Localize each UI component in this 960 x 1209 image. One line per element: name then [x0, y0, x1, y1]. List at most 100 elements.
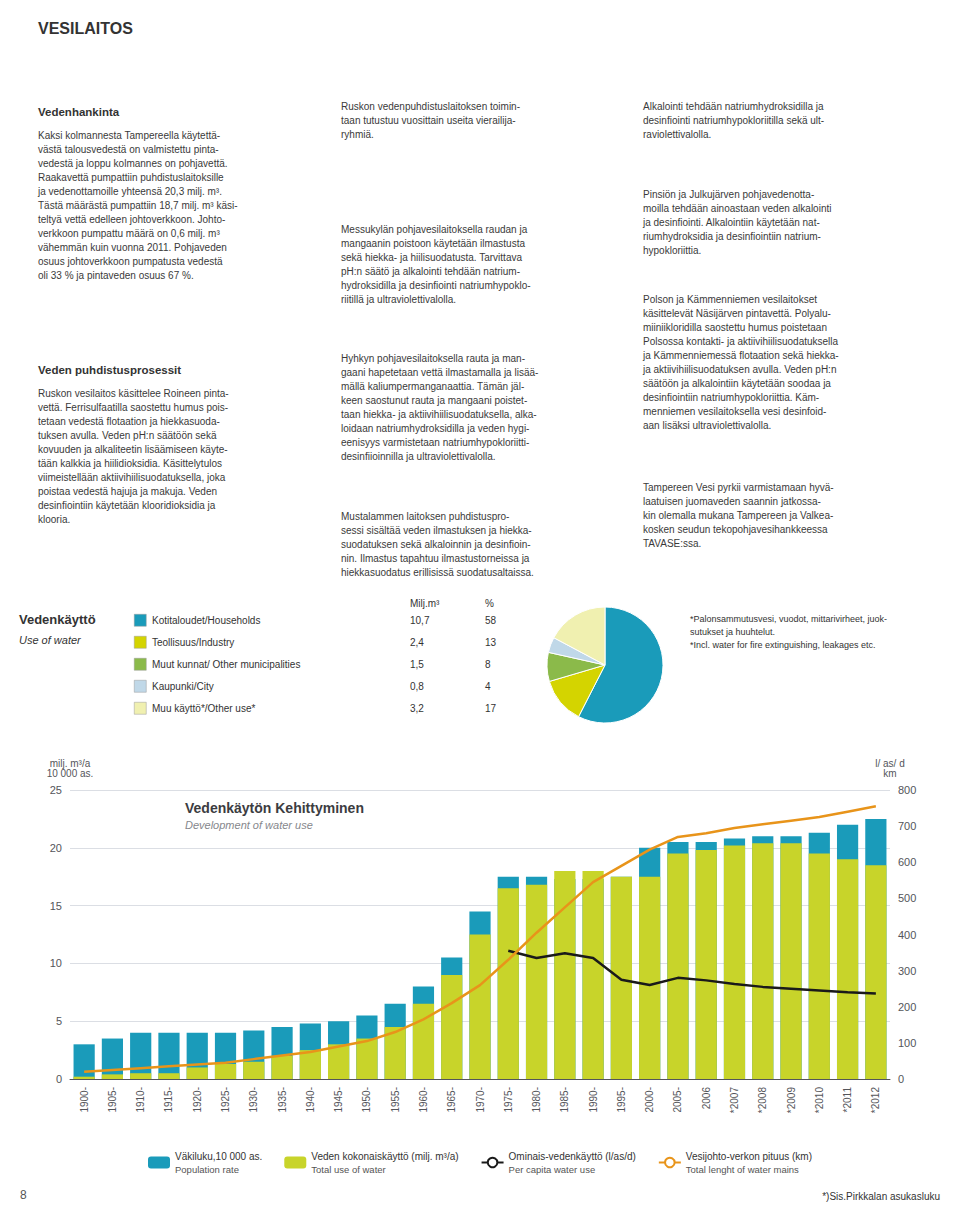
svg-text:aan lisäksi ultraviolettivalol: aan lisäksi ultraviolettivalolla. [643, 420, 771, 431]
svg-text:Kaupunki/City: Kaupunki/City [152, 681, 214, 692]
svg-text:kin olemalla mukana Tampereen: kin olemalla mukana Tampereen ja Valkea- [643, 510, 833, 521]
svg-text:Mustalammen laitoksen puhdistu: Mustalammen laitoksen puhdistuspro- [341, 511, 509, 522]
svg-text:Alkalointi tehdään natriumhydr: Alkalointi tehdään natriumhydroksidilla … [643, 101, 824, 112]
svg-text:Veden kokonaiskäyttö (milj. m³: Veden kokonaiskäyttö (milj. m³/a) [311, 1151, 458, 1162]
svg-text:13: 13 [485, 637, 497, 648]
svg-text:1910-: 1910- [135, 1087, 146, 1113]
svg-text:vedestä ja loppu kolmannes on: vedestä ja loppu kolmannes on pohjavettä… [38, 158, 228, 169]
svg-text:Kaksi kolmannesta Tampereella: Kaksi kolmannesta Tampereella käytettä- [38, 130, 220, 141]
svg-text:Muu käyttö*/Other use*: Muu käyttö*/Other use* [152, 703, 255, 714]
svg-text:miiniikloridilla saostettu hum: miiniikloridilla saostettu humus poistet… [643, 322, 827, 333]
svg-text:1980-: 1980- [531, 1087, 542, 1113]
svg-text:teltyä vettä edelleen johtover: teltyä vettä edelleen johtoverkkoon. Joh… [38, 214, 225, 225]
svg-text:sessi sisältää veden ilmastuks: sessi sisältää veden ilmastuksen ja hiek… [341, 525, 532, 536]
svg-text:25: 25 [50, 784, 62, 796]
svg-text:0: 0 [56, 1073, 62, 1085]
svg-text:200: 200 [898, 1001, 916, 1013]
svg-text:desinfiointiin käytetään kloor: desinfiointiin käytetään klooridioksidia… [38, 500, 216, 511]
svg-text:1965-: 1965- [446, 1087, 457, 1113]
svg-text:8: 8 [485, 659, 491, 670]
svg-text:keen saostunut rauta ja mangaa: keen saostunut rauta ja mangaani poistet… [341, 395, 527, 406]
svg-text:Total use of water: Total use of water [311, 1164, 385, 1175]
svg-text:*Palonsammutusvesi, vuodot, mi: *Palonsammutusvesi, vuodot, mittarivirhe… [690, 614, 887, 624]
svg-text:Pinsiön ja Julkujärven pohjave: Pinsiön ja Julkujärven pohjavedenotta- [643, 189, 814, 200]
svg-text:mangaanin poistoon käytetään i: mangaanin poistoon käytetään ilmastusta [341, 238, 525, 249]
svg-text:loidaan natriumhydroksidilla j: loidaan natriumhydroksidilla ja veden hy… [341, 423, 529, 434]
svg-text:Vedenkäytön Kehittyminen: Vedenkäytön Kehittyminen [185, 800, 364, 816]
svg-text:1905-: 1905- [107, 1087, 118, 1113]
svg-text:17: 17 [485, 703, 497, 714]
svg-text:desinfiointi natriumhypoklorii: desinfiointi natriumhypokloriitilla sekä… [643, 115, 824, 126]
svg-text:Vedenhankinta: Vedenhankinta [38, 106, 120, 118]
svg-text:vähemmän kuin vuonna 2011. Poh: vähemmän kuin vuonna 2011. Pohjaveden [38, 242, 227, 253]
svg-text:10,7: 10,7 [410, 615, 430, 626]
svg-text:%: % [485, 598, 494, 609]
svg-text:tetaan vedestä flotaation ja h: tetaan vedestä flotaation ja hiekkasuoda… [38, 416, 220, 427]
svg-text:500: 500 [898, 892, 916, 904]
svg-text:2006: 2006 [701, 1087, 712, 1110]
svg-text:hiekkasuodatus erillisissä suo: hiekkasuodatus erillisissä suodatusaltai… [341, 567, 534, 578]
svg-text:5: 5 [56, 1015, 62, 1027]
svg-text:nin. Ilmastus tapahtuu ilmastu: nin. Ilmastus tapahtuu ilmastustorneissa… [341, 553, 530, 564]
svg-text:Muut kunnat/ Other municipalit: Muut kunnat/ Other municipalities [152, 659, 300, 670]
svg-text:Population rate: Population rate [175, 1164, 239, 1175]
svg-text:*2009: *2009 [786, 1087, 797, 1114]
svg-text:300: 300 [898, 965, 916, 977]
svg-text:2,4: 2,4 [410, 637, 424, 648]
svg-text:1990-: 1990- [588, 1087, 599, 1113]
svg-text:Vesijohto-verkon pituus (km): Vesijohto-verkon pituus (km) [686, 1151, 812, 1162]
svg-text:Hyhkyn pohjavesilaitoksella ra: Hyhkyn pohjavesilaitoksella rauta ja man… [341, 353, 525, 364]
svg-text:Polsossa kontakti- ja aktiivih: Polsossa kontakti- ja aktiivihiilisuodat… [643, 336, 839, 347]
svg-text:1945-: 1945- [333, 1087, 344, 1113]
svg-text:moilla tehdään ainoastaan vede: moilla tehdään ainoastaan veden alkaloin… [643, 203, 831, 214]
svg-text:10: 10 [50, 957, 62, 969]
svg-text:desinfiointiin natriumhypoklor: desinfiointiin natriumhypokloriittia. Kä… [643, 392, 819, 403]
svg-text:20: 20 [50, 842, 62, 854]
svg-text:viimeistellään aktiivihiilisuo: viimeistellään aktiivihiilisuodatuksella… [38, 472, 226, 483]
svg-text:taan hiekka- ja aktiivihiilisu: taan hiekka- ja aktiivihiilisuodatuksell… [341, 409, 537, 420]
svg-text:1970-: 1970- [475, 1087, 486, 1113]
svg-text:800: 800 [898, 784, 916, 796]
svg-text:600: 600 [898, 856, 916, 868]
svg-text:eenisyys varmistetaan natriumh: eenisyys varmistetaan natriumhypokloriit… [341, 437, 529, 448]
svg-text:1900-: 1900- [79, 1087, 90, 1113]
svg-text:Polson ja Kämmenniemen vesilai: Polson ja Kämmenniemen vesilaitokset [643, 294, 817, 305]
svg-text:ja aktiivihiilisuodatuksen avu: ja aktiivihiilisuodatuksen avulla. Veden… [642, 364, 836, 375]
svg-text:1915-: 1915- [163, 1087, 174, 1113]
svg-text:Messukylän pohjavesilaitoksell: Messukylän pohjavesilaitoksella raudan j… [341, 224, 528, 235]
svg-text:8: 8 [20, 1188, 27, 1202]
svg-text:sekä hiekka- ja hiilisuodatust: sekä hiekka- ja hiilisuodatusta. Tarvitt… [341, 252, 522, 263]
svg-text:Per capita water use: Per capita water use [509, 1164, 596, 1175]
svg-text:0: 0 [898, 1073, 904, 1085]
svg-text:1950-: 1950- [361, 1087, 372, 1113]
svg-text:1925-: 1925- [220, 1087, 231, 1113]
svg-text:400: 400 [898, 929, 916, 941]
svg-text:Tampereen Vesi pyrkii varmista: Tampereen Vesi pyrkii varmistamaan hyvä- [643, 482, 834, 493]
svg-text:osuus johtoverkkoon pumpatusta: osuus johtoverkkoon pumpatusta vedestä [38, 256, 223, 267]
svg-text:hydroksidilla ja desinfiointi: hydroksidilla ja desinfiointi natriumhyp… [341, 280, 531, 291]
svg-text:laatuisen juomaveden saannin j: laatuisen juomaveden saannin jatkossa- [643, 496, 821, 507]
svg-text:VESILAITOS: VESILAITOS [38, 20, 133, 37]
svg-text:*2011: *2011 [842, 1087, 853, 1113]
svg-text:*2007: *2007 [729, 1087, 740, 1114]
svg-text:10 000 as.: 10 000 as. [47, 768, 94, 779]
svg-text:säätöön ja alkalointiin käytet: säätöön ja alkalointiin käytetään soodaa… [643, 378, 831, 389]
svg-text:Total lenght of water mains: Total lenght of water mains [686, 1164, 799, 1175]
svg-text:Ominais-vedenkäyttö (l/as/d): Ominais-vedenkäyttö (l/as/d) [509, 1151, 636, 1162]
svg-text:taan tutustuu vuosittain useit: taan tutustuu vuosittain useita vieraili… [341, 115, 516, 126]
svg-text:Ruskon vesilaitos käsittelee R: Ruskon vesilaitos käsittelee Roineen pin… [38, 388, 229, 399]
svg-text:Development of water use: Development of water use [185, 819, 313, 831]
svg-text:1960-: 1960- [418, 1087, 429, 1113]
svg-text:2000-: 2000- [644, 1087, 655, 1113]
svg-text:0,8: 0,8 [410, 681, 424, 692]
svg-text:*)Sis.Pirkkalan asukasluku: *)Sis.Pirkkalan asukasluku [822, 1191, 940, 1202]
svg-text:vettä. Ferrisulfaatilla saoste: vettä. Ferrisulfaatilla saostettu humus … [38, 402, 228, 413]
svg-text:3,2: 3,2 [410, 703, 424, 714]
svg-text:desinfiioinnilla ja ultraviole: desinfiioinnilla ja ultraviolettivalolla… [341, 451, 496, 462]
svg-text:Ruskon vedenpuhdistuslaitoksen: Ruskon vedenpuhdistuslaitoksen toimin- [341, 101, 520, 112]
svg-text:Milj.m³: Milj.m³ [410, 598, 440, 609]
svg-text:raviolettivalolla.: raviolettivalolla. [643, 129, 711, 140]
svg-text:klooria.: klooria. [38, 514, 70, 525]
svg-text:*2012: *2012 [870, 1087, 881, 1114]
svg-text:1930-: 1930- [248, 1087, 259, 1113]
